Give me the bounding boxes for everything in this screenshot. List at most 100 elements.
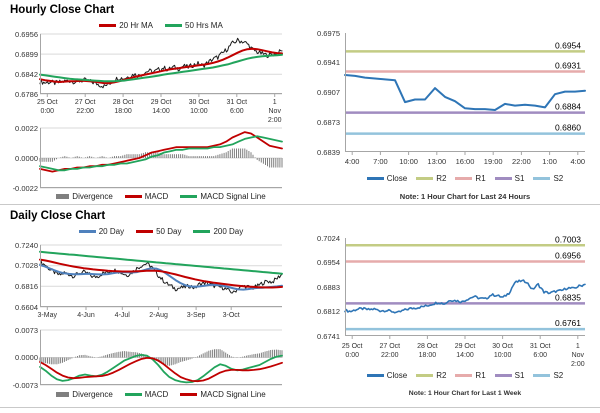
line-swatch-icon	[494, 374, 512, 377]
x-tick-label: 4:00	[344, 157, 360, 166]
x-tick-label: 27 Oct 22:00	[379, 343, 401, 360]
line-swatch-icon	[99, 24, 117, 27]
y-tick-label: 0.6873	[317, 117, 340, 127]
line-swatch-icon	[124, 195, 142, 198]
svg-text:0.6931: 0.6931	[555, 61, 581, 71]
legend-label: MACD	[144, 192, 169, 201]
x-tick-label: 30 Oct 10:00	[492, 343, 513, 360]
hourly-pivot-note: Note: 1 Hour Chart for Last 24 Hours	[399, 192, 531, 201]
hourly-macd-legend: Divergence MACD MACD Signal Line	[40, 192, 282, 201]
y-tick-label: 0.6883	[317, 282, 340, 292]
daily-price-legend: 20 Day 50 Day 200 Day	[40, 227, 282, 236]
y-tick-label: 0.0073	[15, 325, 38, 335]
section-divider	[0, 204, 600, 205]
line-swatch-icon	[494, 177, 512, 180]
hourly-pivot-y-axis: 0.6975 0.6941 0.6907 0.6873 0.6839	[306, 29, 340, 155]
legend-item-macd: MACD	[124, 390, 169, 399]
bar-swatch-icon	[56, 392, 70, 397]
legend-item-close: Close	[366, 174, 407, 183]
legend-label: 50 Day	[156, 227, 182, 236]
y-tick-label: 0.6956	[15, 29, 38, 39]
y-tick-label: -0.0022	[12, 183, 38, 193]
hourly-macd-chart	[39, 127, 283, 189]
legend-label: R2	[436, 371, 447, 380]
legend-item-s1: S1	[494, 174, 524, 183]
legend-label: 20 Hr MA	[119, 21, 153, 30]
legend-label: 20 Day	[98, 227, 125, 236]
legend-label: MACD Signal Line	[200, 192, 266, 201]
legend-label: Close	[386, 371, 408, 380]
y-tick-label: 0.6604	[15, 302, 38, 312]
y-tick-label: -0.0073	[12, 380, 38, 390]
legend-item-20day: 20 Day	[78, 227, 125, 236]
daily-price-y-axis: 0.7240 0.7028 0.6816 0.6604	[6, 241, 38, 310]
x-tick-label: 3-Oct	[222, 312, 240, 319]
line-swatch-icon	[416, 374, 434, 377]
legend-item-r2: R2	[416, 174, 446, 183]
legend-item-divergence: Divergence	[56, 192, 113, 201]
line-swatch-icon	[124, 393, 142, 396]
legend-item-r1: R1	[455, 371, 486, 380]
y-tick-label: 0.6941	[317, 58, 340, 68]
hourly-macd-y-axis: 0.0022 0.0000 -0.0022	[6, 123, 38, 191]
x-tick-label: 19:00	[483, 157, 503, 166]
y-tick-label: 0.0000	[15, 353, 38, 362]
daily-price-chart	[39, 244, 283, 310]
svg-text:0.6860: 0.6860	[555, 123, 581, 133]
legend-item-r1: R1	[455, 174, 486, 183]
weekly-pivot-legend: Close R2 R1 S1 S2	[345, 371, 585, 380]
line-swatch-icon	[193, 230, 211, 233]
legend-label: R2	[436, 174, 447, 183]
hourly-price-x-axis: 25 Oct 0:00 27 Oct 22:00 28 Oct 18:00 29 Oc…	[37, 98, 282, 124]
x-tick-label: 3-May	[37, 312, 57, 319]
x-tick-label: 30 Oct 10:00	[188, 99, 210, 116]
line-swatch-icon	[78, 230, 96, 233]
daily-macd-legend: Divergence MACD MACD Signal Line	[40, 390, 282, 399]
x-tick-label: 7:00	[373, 157, 388, 166]
weekly-pivot-note: Note: 1 Hour Chart for Last 1 Week	[408, 390, 522, 397]
line-swatch-icon	[455, 374, 473, 377]
y-tick-label: 0.7024	[317, 233, 340, 243]
x-tick-label: 27 Oct 22:00	[74, 99, 96, 116]
line-swatch-icon	[180, 393, 198, 396]
legend-label: 50 Hrs MA	[185, 21, 223, 30]
daily-price-x-axis: 3-May 4-Jun 4-Jul 2-Aug 3-Sep 3-Oct	[37, 311, 282, 320]
legend-item-20hr-ma: 20 Hr MA	[99, 21, 153, 30]
x-tick-label: 31 Oct 6:00	[226, 99, 248, 116]
x-tick-label: 16:00	[455, 157, 475, 166]
y-tick-label: 0.6786	[15, 89, 38, 99]
weekly-pivot-y-axis: 0.7024 0.6954 0.6883 0.6812 0.6741	[306, 233, 340, 339]
y-tick-label: 0.6816	[15, 281, 38, 291]
hourly-price-y-axis: 0.6956 0.6899 0.6842 0.6786	[6, 29, 38, 97]
bar-swatch-icon	[56, 194, 70, 199]
legend-item-200day: 200 Day	[193, 227, 243, 236]
x-tick-label: 4-Jun	[77, 312, 95, 319]
x-tick-label: 1 Nov 2:00	[267, 99, 282, 125]
x-tick-label: 28 Oct 18:00	[417, 343, 438, 360]
y-tick-label: 0.6839	[317, 147, 340, 157]
legend-label: Divergence	[72, 192, 113, 201]
x-tick-label: 25 Oct 0:00	[341, 343, 363, 360]
x-tick-label: 22:00	[512, 157, 531, 166]
y-tick-label: 0.0022	[15, 123, 38, 133]
legend-label: S2	[553, 174, 564, 183]
x-tick-label: 13:00	[427, 157, 447, 166]
legend-item-50day: 50 Day	[136, 227, 181, 236]
svg-text:0.6884: 0.6884	[555, 102, 581, 112]
legend-item-50hr-ma: 50 Hrs MA	[165, 21, 223, 30]
line-swatch-icon	[136, 230, 154, 233]
line-swatch-icon	[165, 24, 182, 27]
legend-item-macd-signal: MACD Signal Line	[180, 192, 266, 201]
svg-text:0.6761: 0.6761	[555, 318, 581, 328]
legend-item-s1: S1	[494, 371, 524, 380]
x-tick-label: 29 Oct 14:00	[454, 343, 476, 360]
legend-item-s2: S2	[533, 174, 563, 183]
legend-item-macd-signal: MACD Signal Line	[180, 390, 266, 399]
weekly-pivot-x-axis: 25 Oct 0:00 27 Oct 22:00 28 Oct 18:00 29 Oc…	[341, 342, 585, 368]
legend-label: S2	[553, 371, 564, 380]
x-tick-label: 2-Aug	[149, 312, 168, 319]
line-swatch-icon	[366, 177, 384, 180]
legend-label: MACD	[144, 390, 169, 399]
legend-item-macd: MACD	[124, 192, 169, 201]
